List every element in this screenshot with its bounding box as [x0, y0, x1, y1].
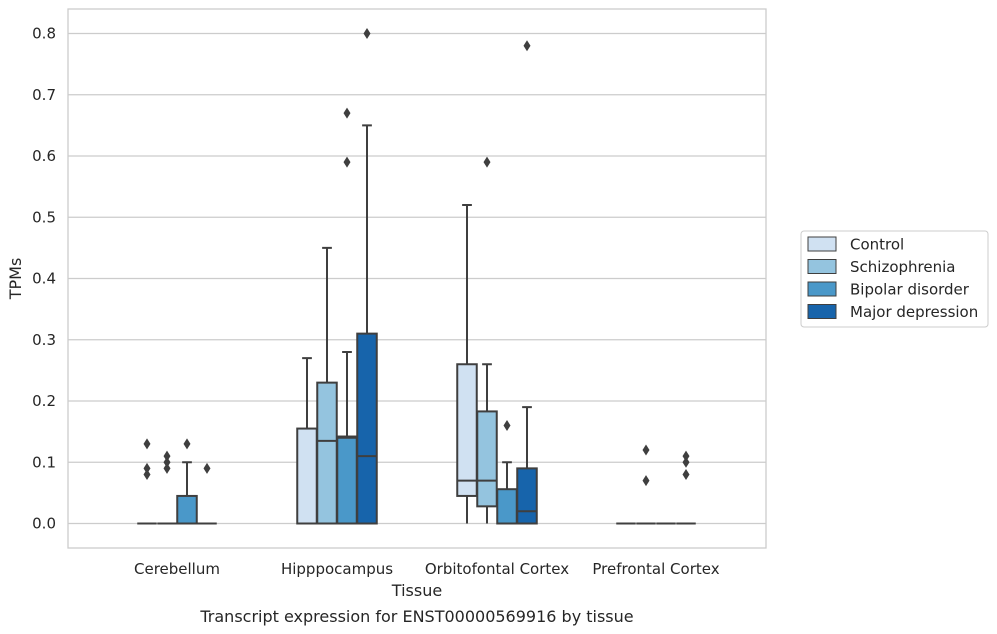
- legend-entry: Major depression: [807, 303, 978, 321]
- outlier-point: [143, 462, 151, 474]
- legend-swatch: [807, 259, 837, 274]
- outlier-point: [483, 156, 491, 168]
- box-iqr: [476, 410, 498, 508]
- outlier-point: [343, 156, 351, 168]
- outlier-point: [163, 450, 171, 462]
- outlier-point: [183, 438, 191, 450]
- outlier-point: [642, 444, 650, 456]
- box-bipolar-disorder: [176, 461, 198, 525]
- box-iqr: [516, 467, 538, 525]
- outlier-point: [682, 450, 690, 462]
- box-iqr: [316, 381, 338, 525]
- outlier-point: [363, 28, 371, 39]
- x-tick-label: Cerebellum: [134, 560, 220, 578]
- box-iqr: [356, 332, 378, 525]
- box-schizophrenia: [316, 246, 338, 525]
- x-tick-label: Orbitofontal Cortex: [425, 560, 569, 578]
- y-tick-label: 0.6: [32, 147, 56, 165]
- box-control: [456, 204, 478, 524]
- y-tick-label: 0.5: [32, 208, 56, 226]
- outlier-point: [343, 107, 351, 119]
- legend-label: Control: [850, 236, 904, 254]
- legend-entry: Schizophrenia: [807, 258, 955, 276]
- box-iqr: [496, 488, 518, 525]
- legend: Control Schizophrenia Bipolar disorder Majo…: [800, 230, 989, 328]
- box-major-depression: [516, 406, 538, 525]
- outlier-point: [203, 462, 211, 474]
- legend-entry: Control: [807, 236, 904, 254]
- y-tick-label: 0.1: [32, 453, 56, 471]
- y-tick-label: 0.3: [32, 331, 56, 349]
- x-tick-label: Hipppocampus: [281, 560, 393, 578]
- box-major-depression: [356, 124, 378, 525]
- y-tick-label: 0.4: [32, 270, 56, 288]
- y-tick-label: 0.2: [32, 392, 56, 410]
- legend-label: Schizophrenia: [850, 258, 955, 276]
- outlier-point: [642, 475, 650, 487]
- legend-label: Major depression: [850, 303, 978, 321]
- outlier-point: [682, 469, 690, 480]
- legend-entry: Bipolar disorder: [807, 281, 970, 299]
- outlier-point: [143, 438, 151, 450]
- y-tick-label: 0.7: [32, 86, 56, 104]
- outlier-point: [163, 456, 171, 468]
- x-tick-label: Prefrontal Cortex: [592, 560, 719, 578]
- plot-area-frame: [67, 8, 767, 549]
- legend-swatch: [807, 236, 837, 252]
- y-axis-label: TPMs: [6, 258, 25, 301]
- y-tick-labels: 0.0 0.1 0.2 0.3 0.4 0.5 0.6 0.7 0.8: [32, 25, 56, 533]
- y-tick-label: 0.8: [32, 25, 56, 43]
- legend-swatch: [807, 281, 837, 297]
- outlier-point: [503, 420, 511, 431]
- legend-frame: [800, 230, 989, 328]
- box-control: [296, 357, 318, 525]
- boxes: [137, 124, 696, 525]
- outliers: [143, 28, 690, 487]
- legend-label: Bipolar disorder: [850, 281, 970, 299]
- box-schizophrenia: [476, 363, 498, 524]
- x-tick-labels: Cerebellum Hipppocampus Orbitofontal Corte…: [134, 560, 720, 578]
- box-iqr: [336, 435, 358, 525]
- outlier-point: [523, 40, 531, 52]
- grid-lines: [68, 32, 766, 525]
- legend-swatch: [807, 304, 837, 319]
- outlier-point: [163, 462, 171, 474]
- x-axis-label: Tissue: [391, 581, 442, 600]
- chart-caption: Transcript expression for ENST0000056991…: [199, 607, 633, 626]
- box-iqr: [296, 427, 318, 525]
- box-bipolar-disorder: [496, 461, 518, 525]
- outlier-point: [682, 456, 690, 468]
- box-iqr: [176, 494, 198, 525]
- legend-items: Control Schizophrenia Bipolar disorder Majo…: [807, 236, 978, 321]
- y-tick-label: 0.0: [32, 515, 56, 533]
- box-bipolar-disorder: [336, 351, 358, 525]
- outlier-point: [143, 469, 151, 480]
- box-iqr: [456, 363, 478, 497]
